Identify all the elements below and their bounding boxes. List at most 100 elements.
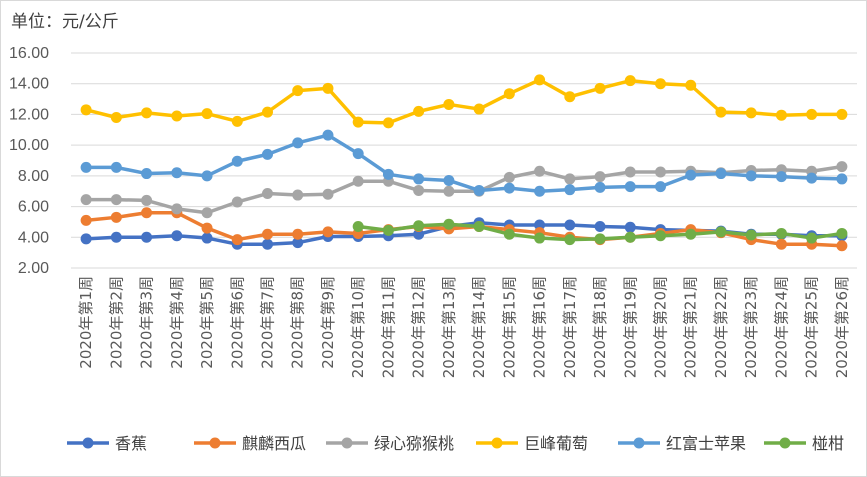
data-point [382,168,394,180]
data-point [171,230,183,242]
data-point [352,116,364,128]
data-point [624,221,636,233]
legend-label: 香蕉 [115,434,147,453]
data-point [80,161,92,173]
data-point [352,148,364,160]
data-point [443,218,455,230]
y-axis-ticks: 2.00 4.00 6.00 8.00 10.00 12.00 14.00 16.00 [9,45,49,277]
data-point [292,137,304,149]
data-point [141,168,153,180]
legend-label: 绿心猕猴桃 [374,434,454,453]
data-point [413,105,425,117]
data-point [473,221,485,233]
data-point [806,108,818,120]
data-point [292,237,304,249]
y-tick-label: 6.00 [18,199,49,216]
data-point [262,106,273,118]
x-tick-label: 2020年第6周 [228,276,246,369]
data-point [262,238,273,250]
data-point [110,161,122,173]
x-tick-label: 2020年第12周 [410,276,428,378]
series-4 [80,129,848,197]
series-lines [80,74,848,252]
data-point [382,224,394,236]
data-point [201,222,213,234]
y-tick-label: 14.00 [9,76,49,93]
data-point [413,173,425,185]
data-point [443,174,455,186]
data-point [110,112,122,123]
data-point [141,207,153,219]
data-point [745,170,757,182]
series-line [85,78,842,125]
data-point [534,185,546,197]
legend-marker [341,437,353,449]
y-tick-label: 8.00 [18,168,49,185]
legend-marker [633,437,645,449]
data-point [685,169,697,181]
data-point [594,181,606,193]
x-tick-label: 2020年第20周 [652,276,670,378]
x-tick-label: 2020年第21周 [682,276,700,378]
data-point [171,167,183,179]
data-point [655,230,666,242]
data-point [503,171,515,183]
x-tick-label: 2020年第25周 [803,276,821,378]
x-tick-label: 2020年第13周 [440,276,458,378]
unit-label: 单位：元/公斤 [11,12,119,32]
data-point [352,175,364,187]
data-point [775,171,787,183]
data-point [322,82,334,94]
data-point [806,232,818,244]
legend-item: 巨峰葡萄 [476,434,588,453]
x-tick-label: 2020年第16周 [531,276,549,378]
x-tick-label: 2020年第11周 [379,276,397,378]
x-tick-label: 2020年第18周 [591,276,609,378]
series-3 [80,74,848,129]
data-point [473,184,485,196]
data-point [503,182,515,194]
data-point [201,232,213,244]
data-point [262,228,273,240]
data-point [80,233,92,245]
x-tick-label: 2020年第4周 [168,276,186,369]
data-point [231,234,243,246]
x-tick-label: 2020年第2周 [107,276,125,369]
data-point [564,173,576,185]
data-point [564,234,576,246]
x-tick-label: 2020年第23周 [742,276,760,378]
data-point [231,155,243,167]
data-point [836,108,848,120]
data-point [655,181,666,193]
y-tick-label: 16.00 [9,45,49,62]
x-tick-label: 2020年第10周 [349,276,367,378]
data-point [201,170,213,182]
data-point [443,185,455,197]
x-tick-label: 2020年第3周 [138,276,156,369]
data-point [775,109,787,121]
data-point [564,184,576,196]
data-point [322,188,334,200]
data-point [141,194,153,206]
y-tick-label: 12.00 [9,106,49,123]
data-point [836,173,848,185]
data-point [110,194,122,206]
data-point [715,226,727,238]
data-point [836,227,848,239]
legend-item: 红富士苹果 [618,434,746,453]
data-point [110,211,122,223]
data-point [534,219,546,231]
data-point [745,229,757,241]
data-point [262,188,273,200]
data-point [231,115,243,127]
series-line [86,133,842,193]
data-point [775,227,787,239]
data-point [594,171,606,183]
data-point [534,74,546,86]
x-tick-label: 2020年第8周 [289,276,307,369]
legend: 香蕉 麒麟西瓜 绿心猕猴桃 巨峰葡萄 红富士苹果 椪柑 [67,434,844,453]
gridlines [71,52,857,269]
x-tick-label: 2020年第22周 [712,276,730,378]
